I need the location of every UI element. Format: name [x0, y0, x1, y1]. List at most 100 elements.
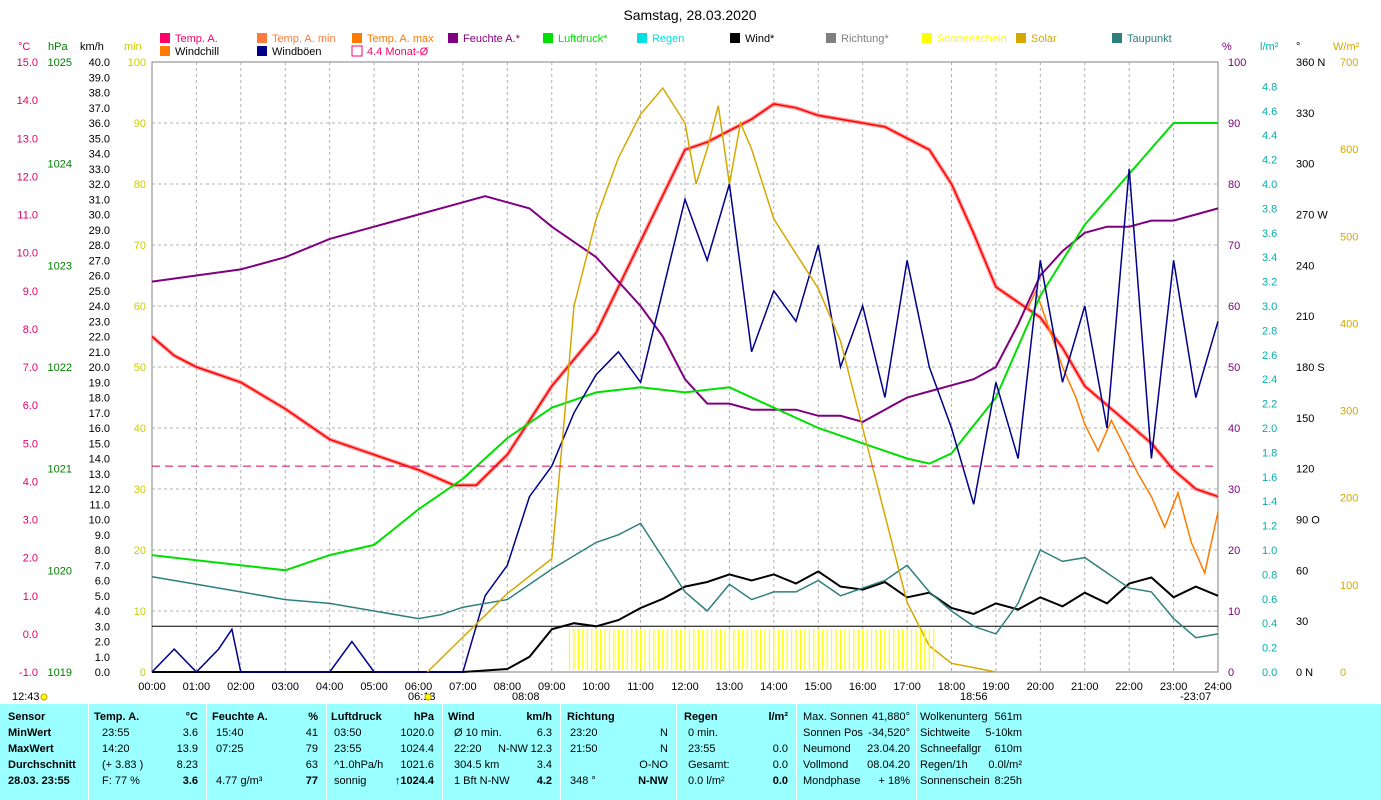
legend-label: Taupunkt: [1127, 33, 1172, 45]
tick-temp: 4.0: [23, 476, 38, 488]
stats-cell: sonnig: [334, 775, 367, 787]
tick-temp: 13.0: [17, 133, 38, 145]
moon-icon: [40, 693, 48, 701]
tick-temp: 3.0: [23, 515, 38, 527]
legend-swatch: [1016, 33, 1026, 43]
tick-direction: 60: [1296, 565, 1308, 577]
legend-label: Windchill: [175, 46, 219, 58]
tick-rain: 3.8: [1262, 203, 1277, 215]
axes: 15.0 14.0 13.0 12.0 11.0 10.0 9.0 8.0 7.0 6.0 5.0 4…: [17, 57, 1359, 693]
tick-minutes: 100: [128, 57, 146, 69]
tick-wind: 3.0: [95, 621, 110, 633]
stats-cell: 14:20: [102, 743, 130, 755]
series-6: [151, 522, 1219, 639]
tick-solar: 400: [1340, 318, 1358, 330]
tick-temp: 10.0: [17, 248, 38, 260]
tick-humidity: 20: [1228, 545, 1240, 557]
tick-rain: 0.0: [1262, 667, 1277, 679]
legend-label: Temp. A.: [175, 33, 218, 45]
stats-cell: hPa: [413, 711, 434, 723]
x-tick: 06:00: [405, 681, 433, 693]
tick-temp: 12.0: [17, 171, 38, 183]
tick-rain: 4.0: [1262, 179, 1277, 191]
legend-swatch: [922, 33, 932, 43]
stats-cell: 4.77 g/m³: [216, 775, 263, 787]
x-tick: 13:00: [716, 681, 744, 693]
tick-press: 1019: [48, 667, 72, 679]
stats-separator: [88, 704, 89, 800]
stats-cell: 63: [305, 759, 318, 771]
stats-cell: Richtung: [567, 711, 615, 723]
stats-panel: Sensor MinWert MaxWert Durchschnitt 28.03. 2…: [0, 704, 1381, 800]
tick-solar: 100: [1340, 580, 1358, 592]
stats-separator: [206, 704, 207, 800]
x-tick: 05:00: [360, 681, 388, 693]
tick-minutes: 0: [140, 667, 146, 679]
tick-rain: 1.0: [1262, 545, 1277, 557]
stats-cell: 12.3: [530, 743, 552, 755]
stats-cell: Feuchte A.: [212, 711, 268, 723]
tick-rain: 3.2: [1262, 277, 1277, 289]
tick-temp: 8.0: [23, 324, 38, 336]
series-4: [152, 570, 1219, 673]
stats-cell: Sonnenschein: [920, 775, 990, 787]
tick-rain: 3.0: [1262, 301, 1277, 313]
tick-solar: 700: [1340, 57, 1358, 69]
tick-direction: 300: [1296, 159, 1314, 171]
tick-minutes: 80: [134, 179, 146, 191]
stats-cell: 0.0: [772, 759, 788, 771]
stats-cell: 1020.0: [400, 727, 434, 739]
stats-cell: Wolkenunterg: [920, 711, 988, 723]
series-2: [151, 195, 1219, 423]
axis-units: °C hPa km/h min% l/m² ° W/m²: [18, 41, 1360, 53]
stats-cell: ^1.0hPa/h: [334, 759, 384, 771]
tick-wind: 36.0: [89, 118, 110, 130]
tick-wind: 25.0: [89, 286, 110, 298]
tick-solar: 500: [1340, 231, 1358, 243]
stats-cell: 23:55: [688, 743, 716, 755]
unit-hum: %: [1222, 41, 1232, 53]
tick-minutes: 20: [134, 545, 146, 557]
tick-rain: 2.2: [1262, 399, 1277, 411]
stats-cell: 23:55: [102, 727, 130, 739]
sun-markers: 12:43 06:13 08:08 18:56 -23:07: [12, 691, 1211, 703]
tick-rain: 0.4: [1262, 618, 1277, 630]
tick-wind: 21.0: [89, 347, 110, 359]
stats-cell: MaxWert: [8, 743, 54, 755]
tick-wind: 19.0: [89, 377, 110, 389]
stats-cell: Sonnen Pos: [803, 727, 863, 739]
tick-rain: 2.8: [1262, 325, 1277, 337]
stats-cell: 3.6: [182, 727, 198, 739]
tick-temp: 14.0: [17, 95, 38, 107]
tick-temp: -1.0: [19, 667, 38, 679]
stats-cell: 5-10km: [985, 727, 1022, 739]
x-tick: 15:00: [804, 681, 832, 693]
tick-minutes: 40: [134, 423, 146, 435]
tick-wind: 34.0: [89, 149, 110, 161]
stats-cell: 348 °: [570, 775, 596, 787]
stats-cell: N: [660, 727, 668, 739]
stats-separator: [560, 704, 561, 800]
stats-cell: (+ 3.83 ): [102, 759, 144, 771]
stats-cell: 08.04.20: [867, 759, 910, 771]
stats-cell: 3.6: [182, 775, 198, 787]
tick-humidity: 60: [1228, 301, 1240, 313]
stats-cell: 8.23: [176, 759, 198, 771]
tick-rain: 4.4: [1262, 130, 1277, 142]
stats-cell: 8:25h: [994, 775, 1022, 787]
x-tick: 19:00: [982, 681, 1010, 693]
unit-press: hPa: [48, 41, 68, 53]
legend-swatch: [826, 33, 836, 43]
tick-minutes: 70: [134, 240, 146, 252]
tick-press: 1022: [48, 362, 72, 374]
legend-label: 4.4 Monat-Ø: [367, 46, 429, 58]
stats-separator: [916, 704, 917, 800]
x-tick: 16:00: [849, 681, 877, 693]
tick-wind: 12.0: [89, 484, 110, 496]
tick-rain: 2.4: [1262, 374, 1277, 386]
stats-cell: 22:20: [454, 743, 482, 755]
x-tick: 09:00: [538, 681, 566, 693]
tick-press: 1024: [48, 159, 72, 171]
stats-cell: 1021.6: [400, 759, 434, 771]
stats-cell: N-NW: [638, 775, 668, 787]
